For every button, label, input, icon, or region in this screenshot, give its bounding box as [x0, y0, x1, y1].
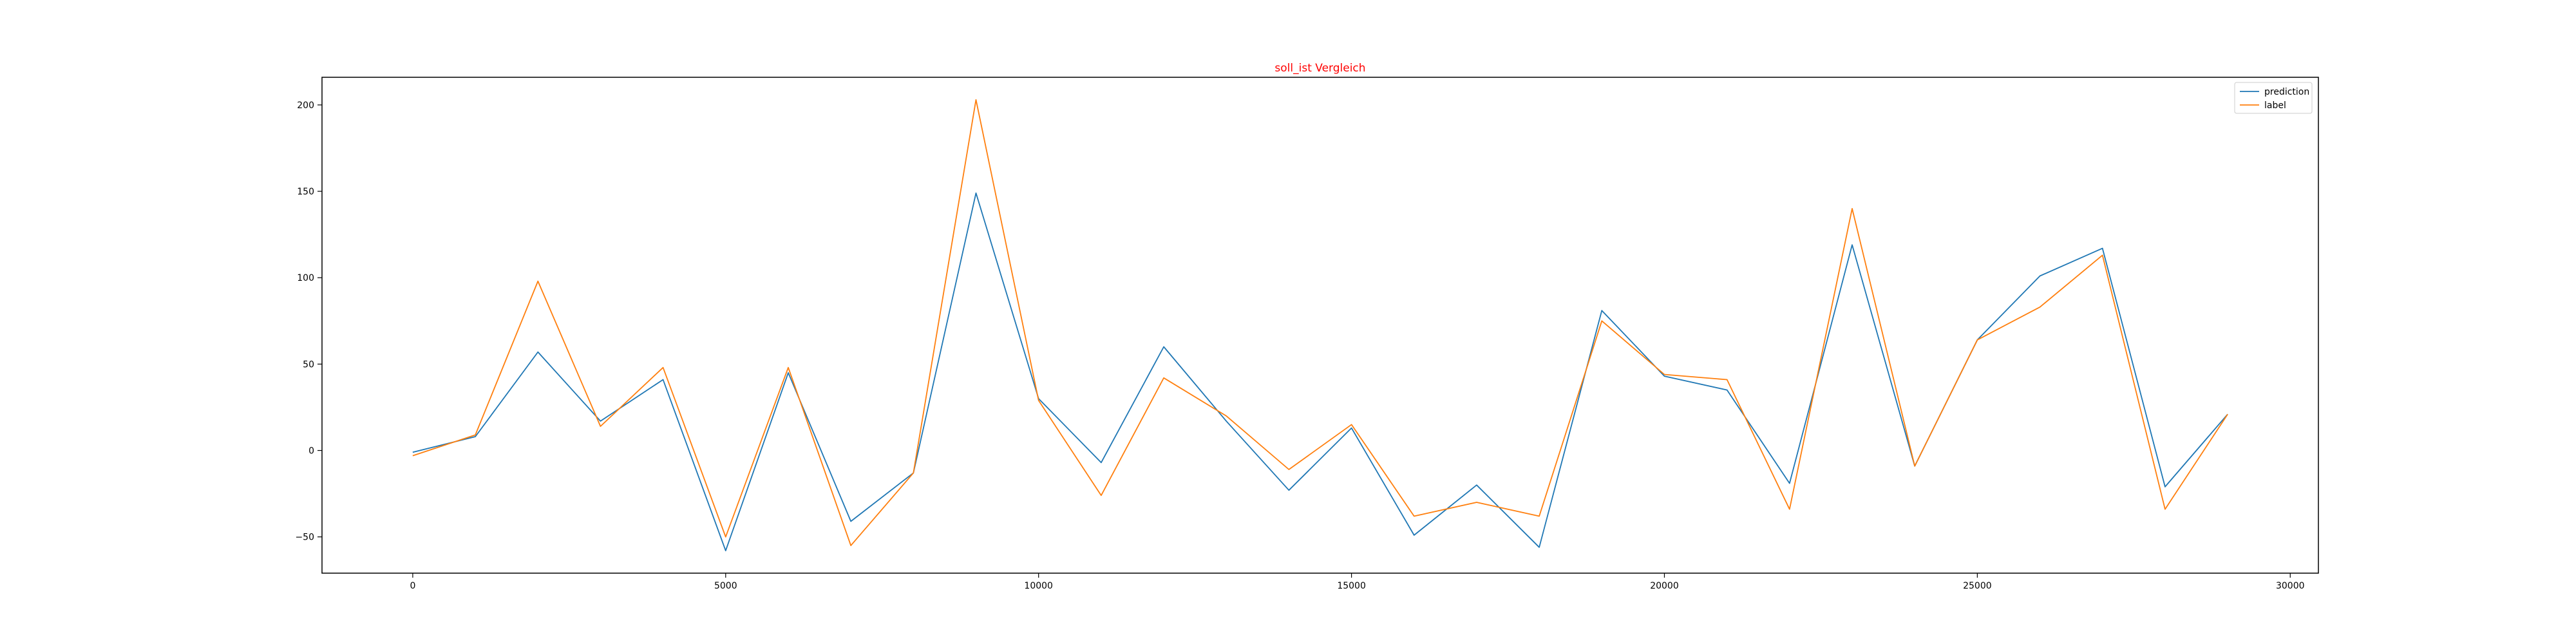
series-line-prediction — [412, 192, 2228, 551]
y-tick-label: 50 — [303, 359, 314, 370]
y-tick-label: 150 — [297, 187, 314, 197]
y-tick-label: 200 — [297, 100, 314, 111]
legend-label-prediction: prediction — [2264, 87, 2309, 97]
x-axis: 0 5000 10000 15000 20000 25000 30000 — [410, 573, 2305, 591]
x-tick-label: 30000 — [2276, 581, 2305, 591]
series-line-label — [412, 99, 2228, 546]
x-tick-label: 20000 — [1650, 581, 1679, 591]
y-tick-label: 0 — [308, 446, 314, 457]
legend: prediction label — [2234, 82, 2313, 114]
x-tick-label: 5000 — [714, 581, 737, 591]
chart-title: soll_ist Vergleich — [1274, 62, 1365, 75]
x-tick-label: 0 — [410, 581, 415, 591]
plot-area-frame — [321, 77, 2319, 574]
legend-label-label: label — [2264, 100, 2286, 111]
y-axis: −50 0 50 100 150 200 — [295, 100, 322, 543]
y-tick-label: −50 — [295, 533, 314, 543]
series-layer — [412, 99, 2228, 551]
x-tick-label: 15000 — [1337, 581, 1366, 591]
y-tick-label: 100 — [297, 273, 314, 283]
x-tick-label: 25000 — [1963, 581, 1992, 591]
legend-box — [2234, 82, 2313, 114]
x-tick-label: 10000 — [1024, 581, 1053, 591]
